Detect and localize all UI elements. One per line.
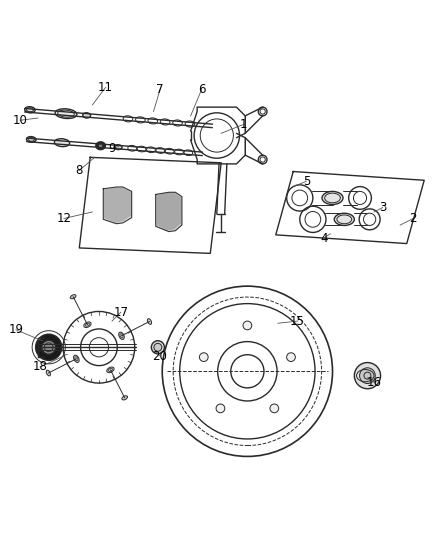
Polygon shape [103, 187, 132, 224]
Text: 2: 2 [410, 212, 417, 225]
Text: 10: 10 [13, 114, 28, 127]
Ellipse shape [46, 370, 50, 376]
Ellipse shape [114, 145, 122, 150]
Ellipse shape [84, 322, 91, 327]
Ellipse shape [119, 332, 124, 340]
Ellipse shape [334, 213, 354, 225]
Text: 18: 18 [32, 360, 47, 374]
Text: 1: 1 [239, 118, 247, 131]
Polygon shape [157, 193, 180, 230]
Circle shape [286, 353, 295, 361]
Text: 6: 6 [198, 83, 205, 96]
Text: 17: 17 [113, 306, 128, 319]
Ellipse shape [322, 191, 343, 205]
Ellipse shape [26, 136, 36, 142]
Text: 19: 19 [8, 324, 24, 336]
Ellipse shape [25, 107, 35, 113]
Circle shape [216, 404, 225, 413]
Circle shape [199, 353, 208, 361]
Ellipse shape [55, 109, 77, 118]
Text: 8: 8 [76, 164, 83, 177]
Ellipse shape [148, 319, 152, 325]
Text: 20: 20 [152, 350, 167, 362]
Circle shape [354, 362, 381, 389]
Text: 4: 4 [320, 232, 328, 245]
Text: 15: 15 [290, 314, 305, 328]
Ellipse shape [71, 295, 76, 299]
Circle shape [360, 368, 375, 384]
Ellipse shape [99, 143, 103, 148]
Text: 11: 11 [98, 81, 113, 94]
Circle shape [42, 340, 56, 354]
Circle shape [243, 321, 252, 330]
Ellipse shape [74, 355, 79, 362]
Ellipse shape [96, 142, 106, 150]
Text: 3: 3 [379, 201, 386, 214]
Text: 12: 12 [57, 212, 71, 225]
Ellipse shape [154, 343, 162, 351]
Polygon shape [105, 188, 131, 222]
Ellipse shape [122, 396, 127, 400]
Ellipse shape [83, 113, 91, 118]
Ellipse shape [151, 341, 164, 354]
Polygon shape [155, 192, 182, 231]
Ellipse shape [107, 367, 114, 373]
Text: 5: 5 [303, 175, 310, 188]
Text: 9: 9 [108, 142, 116, 155]
Text: 16: 16 [367, 376, 381, 389]
Text: 7: 7 [156, 83, 164, 96]
Circle shape [270, 404, 279, 413]
Ellipse shape [54, 139, 70, 147]
Circle shape [35, 334, 62, 360]
